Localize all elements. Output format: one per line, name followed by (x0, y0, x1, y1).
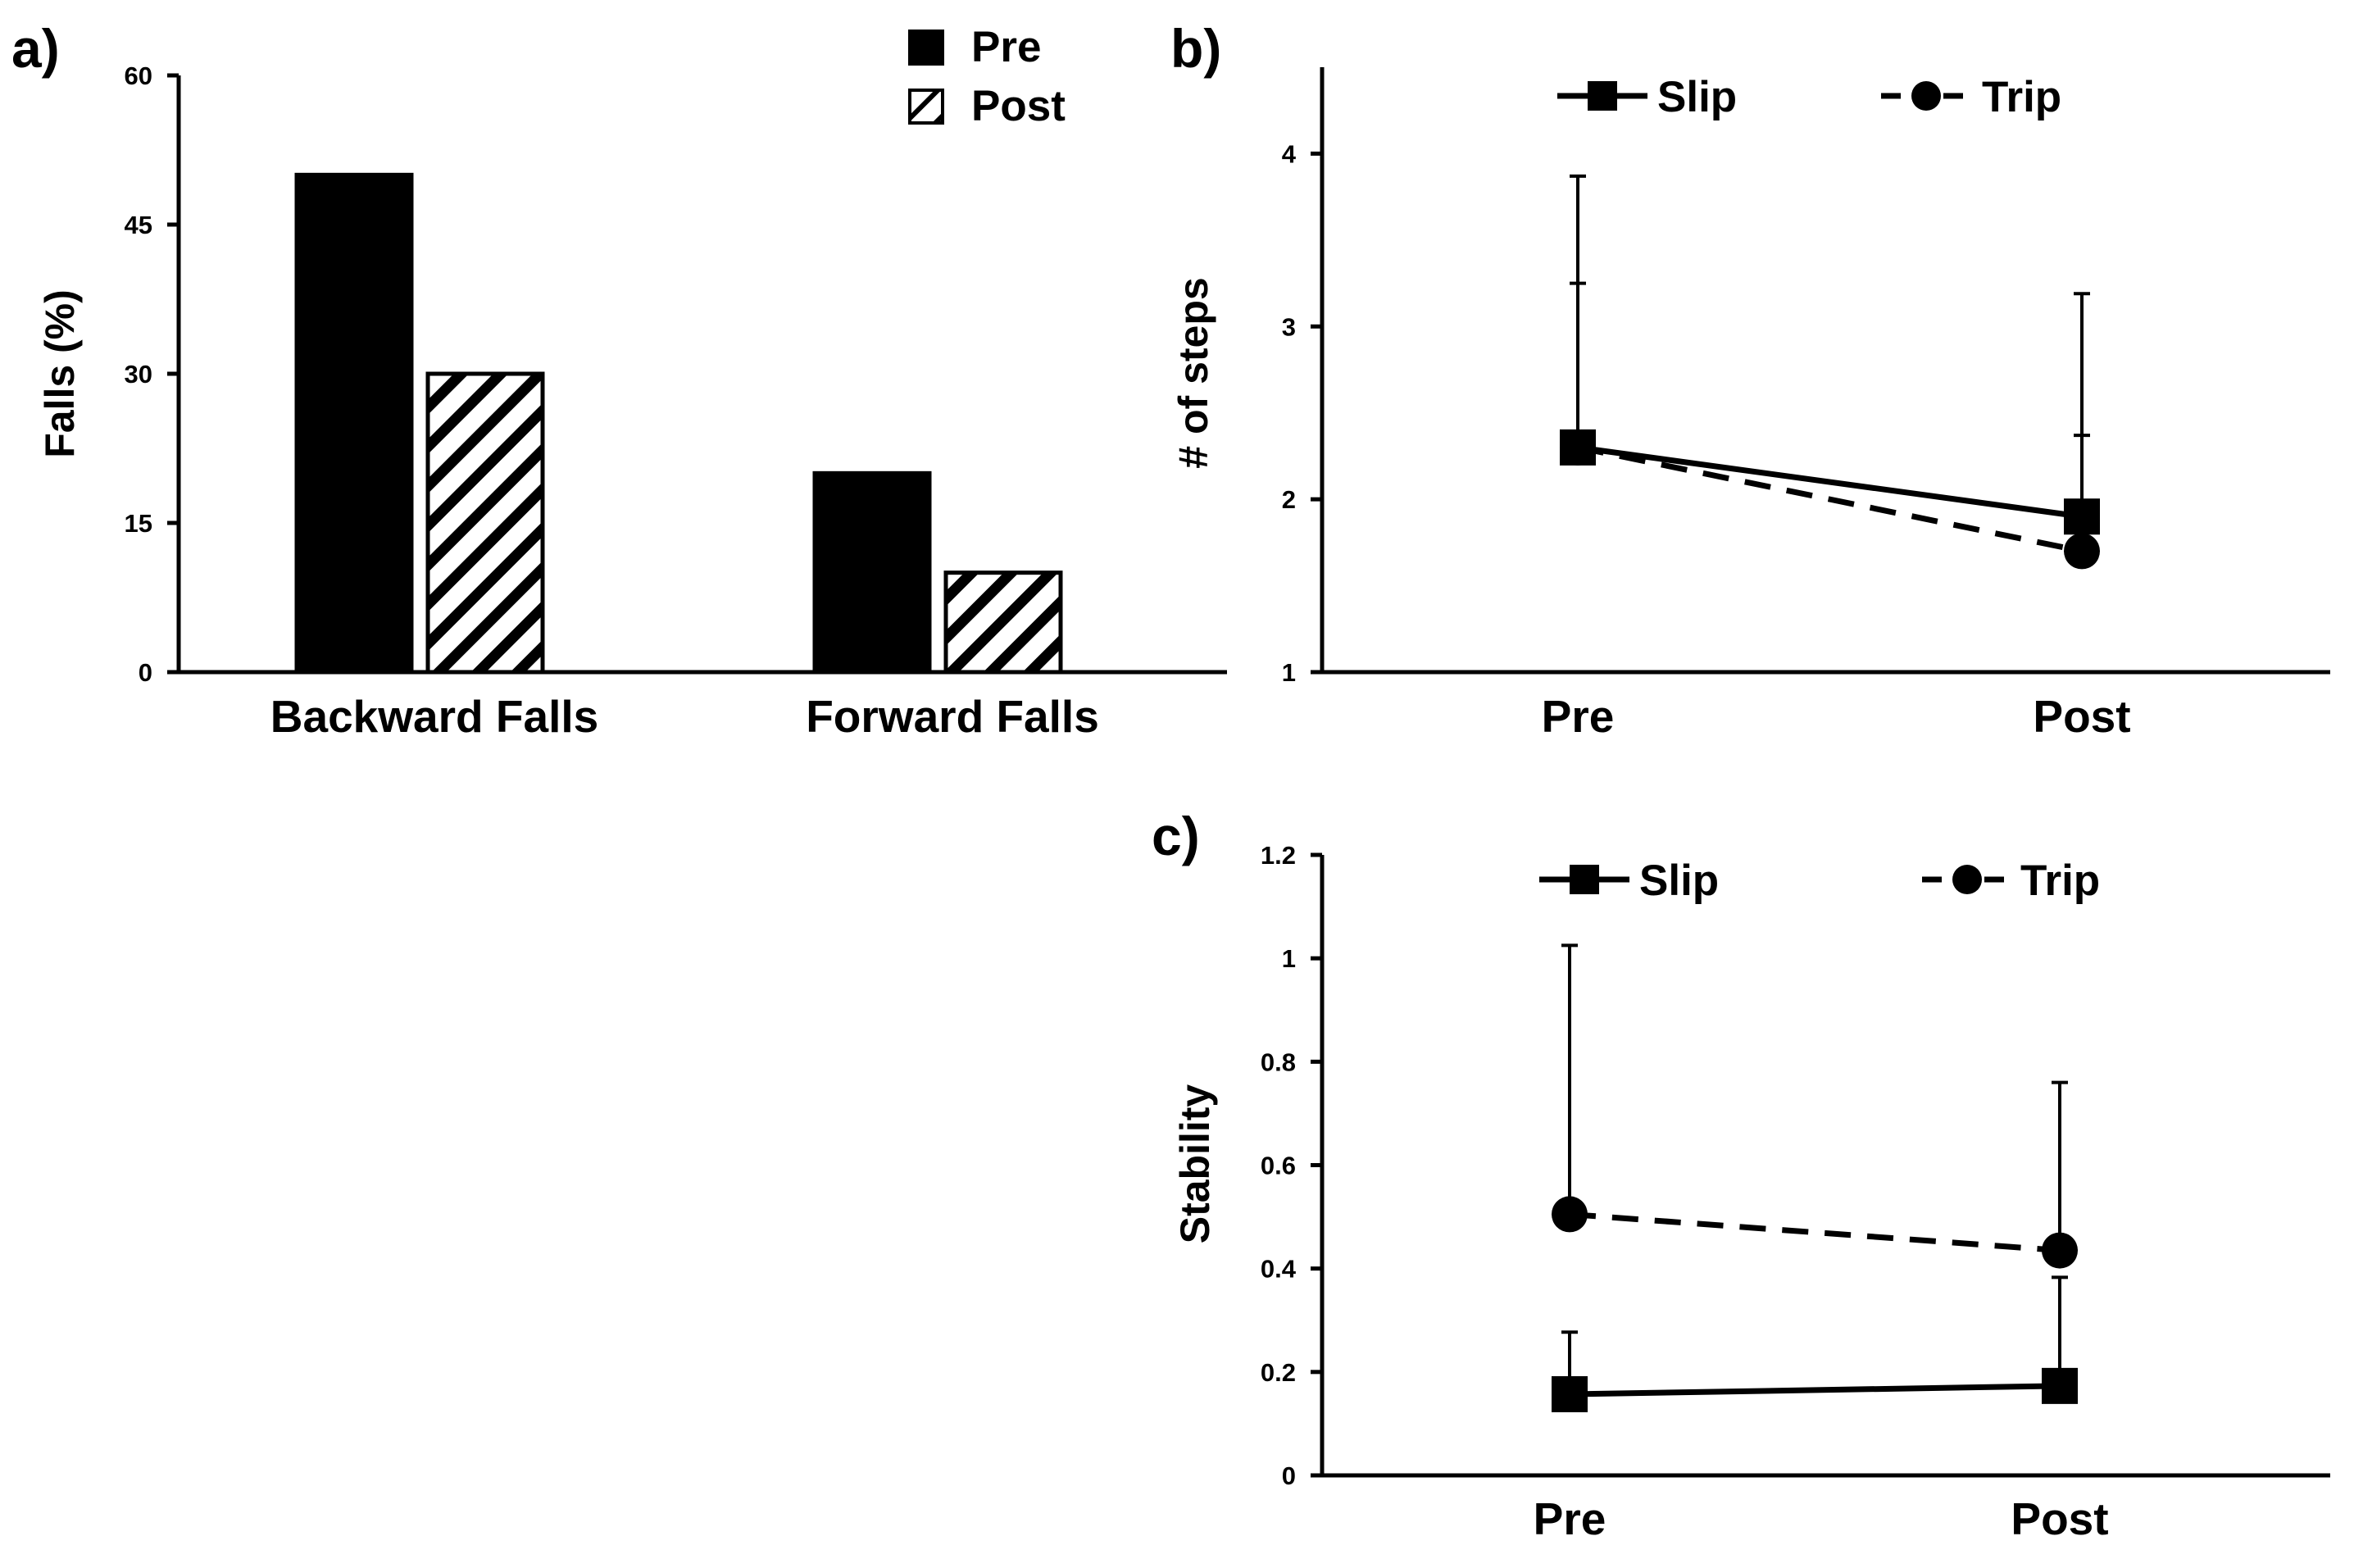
x-category-label: Pre (1542, 691, 1615, 742)
legend-label-slip: Slip (1657, 73, 1737, 121)
marker-trip (1552, 1196, 1588, 1233)
marker-slip (2064, 498, 2100, 535)
y-axis-title: Stability (1172, 1084, 1218, 1244)
series-line-trip (1577, 444, 2083, 554)
y-tick-label: 30 (125, 360, 152, 389)
legend-swatch-post (908, 89, 944, 125)
panel-a-label: a) (11, 18, 60, 79)
bar-pre (294, 172, 414, 675)
legend-label-pre: Pre (971, 23, 1041, 71)
y-axis-title: # of steps (1170, 277, 1216, 468)
series-line-slip (1577, 444, 2083, 520)
y-tick-label: 3 (1282, 312, 1296, 341)
y-tick-label: 0.2 (1261, 1358, 1296, 1387)
legend-marker-trip (1911, 81, 1941, 111)
y-tick-label: 1 (1282, 658, 1296, 687)
legend-label-slip: Slip (1639, 857, 1719, 905)
marker-slip (2042, 1367, 2078, 1404)
x-category-label: Post (2011, 1493, 2108, 1544)
y-tick-label: 60 (125, 61, 152, 90)
y-tick-label: 1.2 (1261, 841, 1296, 870)
series-line-trip (1569, 1211, 2061, 1254)
y-tick-label: 4 (1282, 139, 1297, 168)
legend-marker-slip (1570, 865, 1599, 894)
x-category-label: Pre (1534, 1493, 1606, 1544)
marker-slip (1552, 1375, 1588, 1412)
legend-marker-slip (1588, 81, 1617, 111)
panel-b-label: b) (1170, 18, 1221, 79)
legend-label-trip: Trip (2020, 857, 2100, 905)
series-line-slip (1569, 1383, 2061, 1398)
y-tick-label: 0 (1282, 1461, 1296, 1490)
legend-marker-trip (1952, 865, 1982, 894)
y-axis-title: Falls (%) (37, 289, 83, 458)
panel-c-line-chart: 0 0.2 0.4 0.6 0.8 1 1.2 Stability Pre Post Slip Tri… (1172, 841, 2330, 1544)
marker-trip (1560, 429, 1596, 466)
bar-pre (812, 470, 932, 675)
legend-label-post: Post (971, 82, 1066, 130)
y-tick-label: 15 (125, 509, 152, 538)
x-category-label: Post (2033, 691, 2130, 742)
y-tick-label: 0.4 (1261, 1255, 1297, 1284)
x-category-label: Backward Falls (270, 691, 598, 742)
legend-label-trip: Trip (1982, 73, 2061, 121)
legend-swatch-pre (908, 30, 944, 66)
y-tick-label: 1 (1282, 944, 1296, 973)
panel-b-line-chart: 1 2 3 4 # of steps Pre Post Slip Trip (1170, 67, 2330, 742)
x-category-label: Forward Falls (806, 691, 1099, 742)
panel-a-bar-chart: 0 15 30 45 60 Falls (%) Backward Falls Forward … (37, 23, 1227, 742)
panel-c-label: c) (1152, 806, 1200, 866)
bar-post (425, 371, 545, 675)
y-tick-label: 0 (139, 658, 152, 687)
marker-trip (2042, 1232, 2078, 1269)
y-tick-label: 0.6 (1261, 1152, 1296, 1180)
y-tick-label: 2 (1282, 485, 1296, 514)
y-tick-label: 0.8 (1261, 1048, 1296, 1076)
y-tick-label: 45 (125, 211, 152, 239)
marker-trip (2064, 533, 2100, 570)
bar-post (943, 570, 1063, 675)
